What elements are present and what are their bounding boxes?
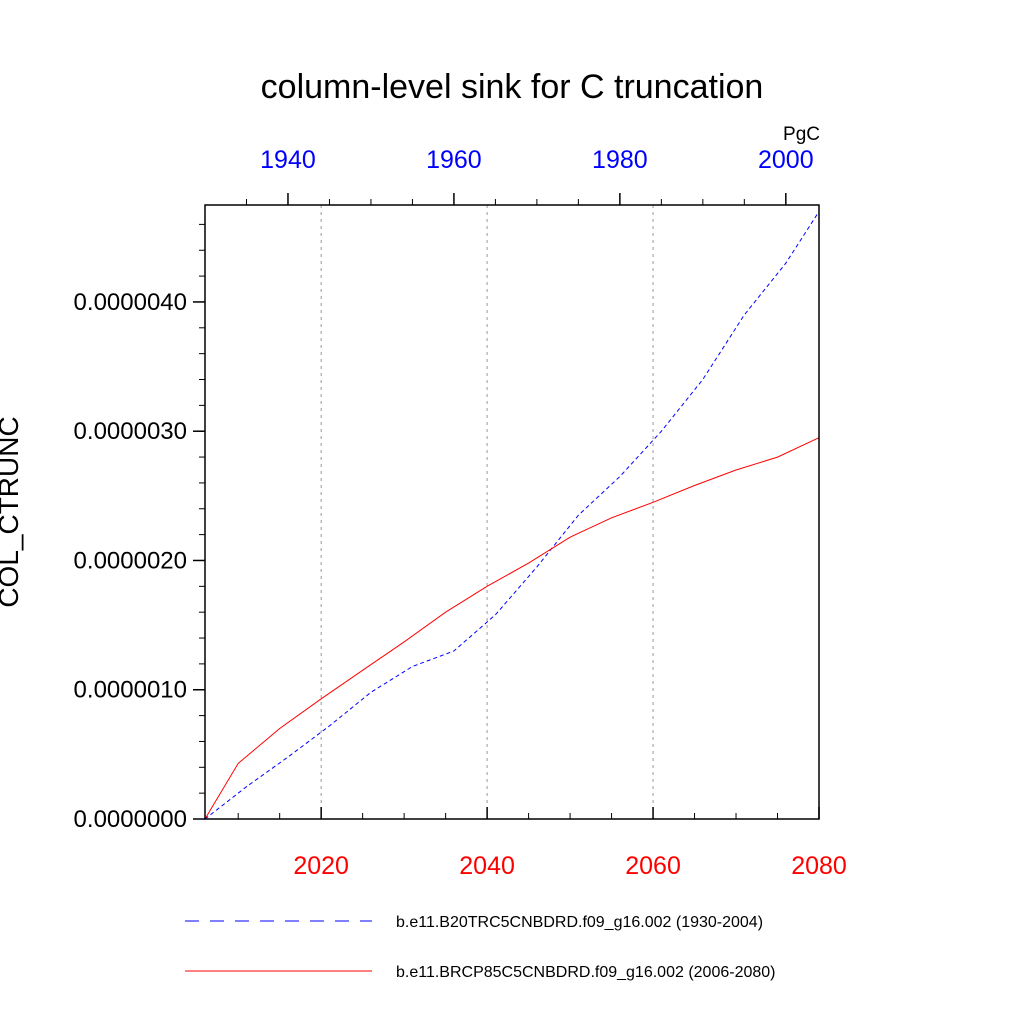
top-x-tick-label: 2000 xyxy=(758,146,814,174)
top-x-tick-label: 1960 xyxy=(426,146,482,174)
y-tick-label: 0.0000010 xyxy=(74,677,187,704)
y-tick-label: 0.0000020 xyxy=(74,547,187,574)
y-tick-labels: 0.0000000 0.0000010 0.0000020 0.0000030 0.00… xyxy=(74,289,187,833)
y-tick-label: 0.0000040 xyxy=(74,289,187,316)
series-line-1 xyxy=(204,211,820,820)
legend: b.e11.B20TRC5CNBDRD.f09_g16.002 (1930-20… xyxy=(185,914,775,981)
vertical-gridlines xyxy=(320,205,654,819)
bottom-x-tick-label: 2040 xyxy=(459,852,515,880)
y-axis-title: COL_CTRUNC xyxy=(0,416,24,607)
bottom-x-tick-label: 2080 xyxy=(791,852,847,880)
units-label: PgC xyxy=(783,124,820,145)
series-lines xyxy=(204,211,820,820)
bottom-x-tick-label: 2060 xyxy=(625,852,681,880)
top-x-tick-labels: 1940 1960 1980 2000 xyxy=(260,146,813,174)
y-tick-label: 0.0000030 xyxy=(74,418,187,445)
legend-label-1: b.e11.B20TRC5CNBDRD.f09_g16.002 (1930-20… xyxy=(396,914,763,931)
legend-label-2: b.e11.BRCP85C5CNBDRD.f09_g16.002 (2006-2… xyxy=(396,964,775,981)
y-tick-label: 0.0000000 xyxy=(74,806,187,833)
plot-frame xyxy=(204,204,820,820)
top-x-tick-label: 1940 xyxy=(260,146,316,174)
bottom-x-tick-label: 2020 xyxy=(293,852,349,880)
bottom-x-tick-labels: 2020 2040 2060 2080 xyxy=(293,852,846,880)
top-x-tick-label: 1980 xyxy=(592,146,648,174)
chart-title: column-level sink for C truncation xyxy=(261,68,764,106)
minor-ticks xyxy=(199,199,779,820)
series-line-2 xyxy=(204,437,820,820)
major-ticks xyxy=(193,193,820,820)
